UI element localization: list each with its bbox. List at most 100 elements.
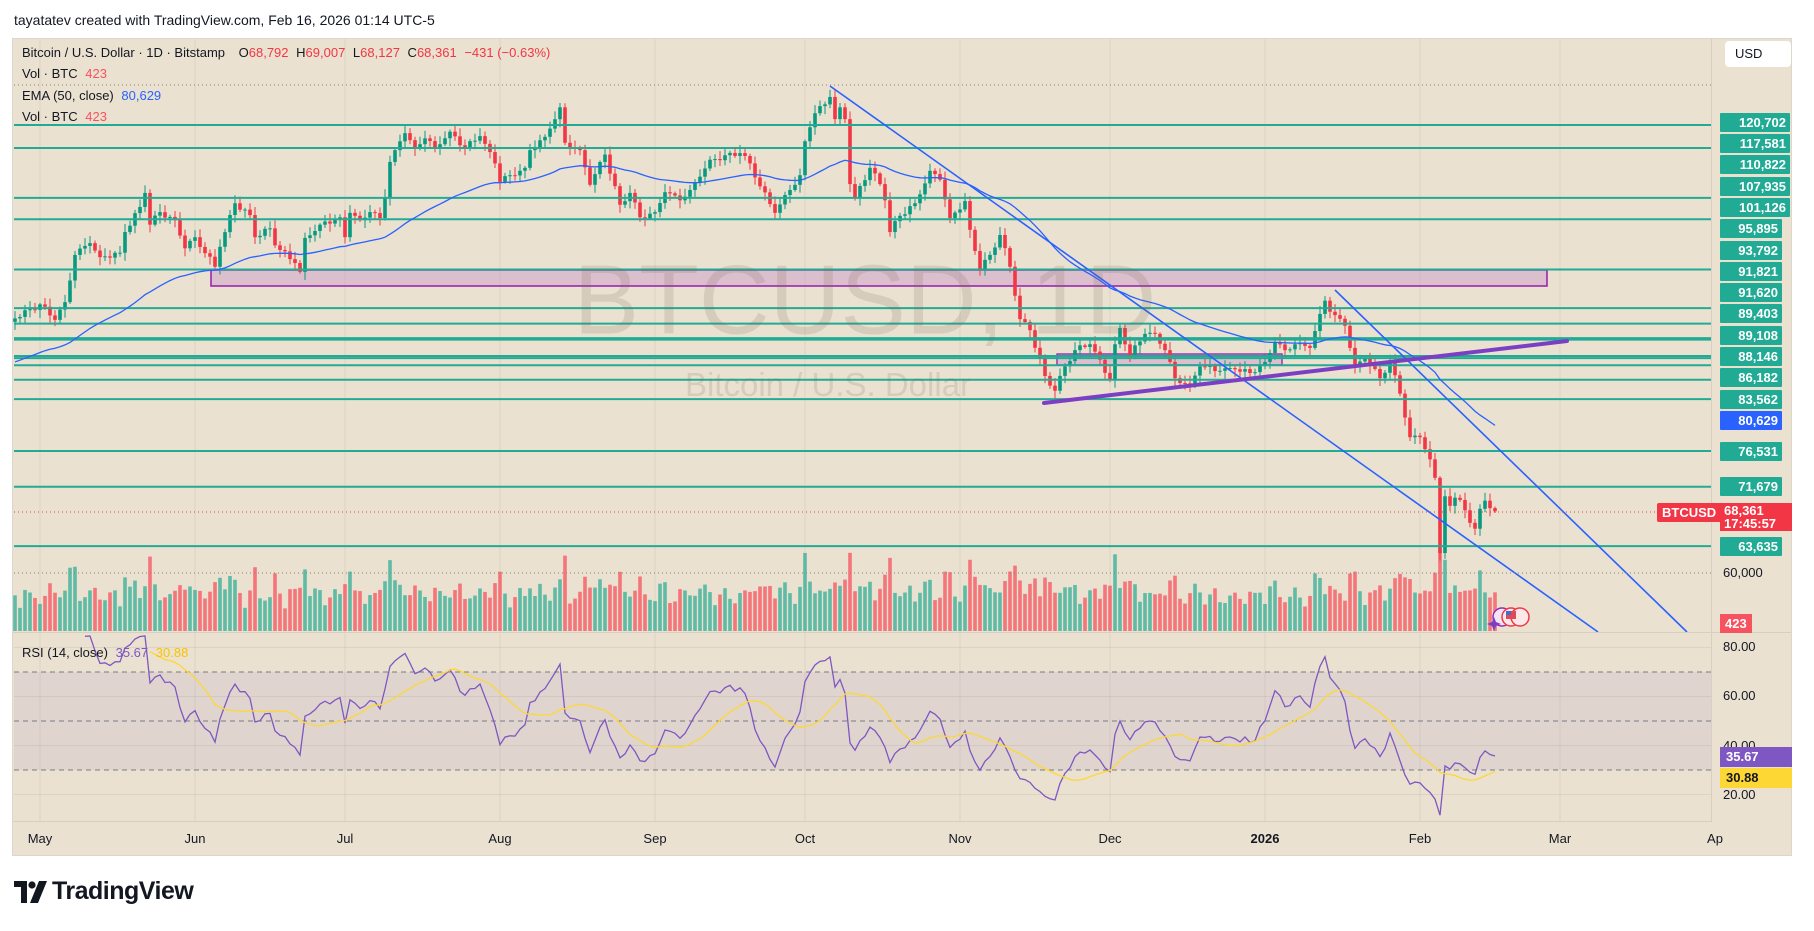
candle-body [1363, 358, 1367, 362]
downtrend-line-secondary[interactable] [1334, 289, 1688, 633]
legend-volume-row[interactable]: Vol · BTC 423 [22, 66, 111, 81]
candle-body [528, 150, 532, 168]
volume-bar [203, 598, 207, 631]
volume-bar [1343, 600, 1347, 631]
ema-line [14, 159, 1496, 426]
currency-button[interactable]: USD [1725, 41, 1791, 67]
candle-body [1123, 327, 1127, 345]
candle-body [443, 138, 447, 145]
rsi-legend[interactable]: RSI (14, close) 35.67 30.88 [22, 645, 192, 660]
candle [1288, 347, 1292, 353]
time-label: Oct [794, 831, 816, 846]
candle [833, 89, 837, 126]
candle-body [583, 150, 587, 168]
level-price-label[interactable]: 91,620 [1720, 283, 1782, 303]
volume-bar [1003, 581, 1007, 631]
candle [878, 171, 882, 186]
candle-body [493, 152, 497, 164]
candle [1173, 356, 1177, 387]
candle-body [733, 152, 737, 156]
support-trendline[interactable] [1042, 339, 1569, 405]
chart-frame[interactable] [12, 38, 1792, 856]
candle-body [178, 220, 182, 236]
level-price-label[interactable]: 71,679 [1720, 477, 1782, 497]
level-price-label[interactable]: 89,108 [1720, 325, 1782, 345]
candle-body [643, 217, 647, 219]
candle-body [1253, 372, 1257, 374]
level-price-label[interactable]: 101,126 [1720, 197, 1790, 217]
volume-bar [118, 606, 122, 631]
level-price-label[interactable]: 76,531 [1720, 441, 1782, 461]
candle [488, 140, 492, 159]
legend-volume-row-2[interactable]: Vol · BTC 423 [22, 109, 111, 124]
volume-bar [1348, 573, 1352, 631]
candle-body [1398, 375, 1402, 394]
volume-bar [573, 598, 577, 631]
volume-bar [128, 586, 132, 631]
candle-body [828, 96, 832, 105]
candle-body [253, 215, 257, 238]
legend-ema-row[interactable]: EMA (50, close) 80,629 [22, 88, 165, 103]
candle-body [1008, 248, 1012, 267]
level-price-label[interactable]: 86,182 [1720, 368, 1782, 388]
level-price-label[interactable]: 83,562 [1720, 389, 1782, 409]
candle-body [858, 185, 862, 199]
candle-body [463, 145, 467, 148]
candle [1418, 432, 1422, 444]
volume-bar [1038, 596, 1042, 631]
time-label: Feb [1408, 831, 1432, 846]
level-price-label[interactable]: 91,821 [1720, 261, 1782, 281]
candle-body [1488, 500, 1492, 509]
volume-bar [833, 582, 837, 631]
candle-body [193, 237, 197, 241]
volume-bar [518, 588, 522, 631]
level-price-label[interactable]: 110,822 [1720, 155, 1790, 175]
candle [568, 134, 572, 156]
candle [1083, 343, 1087, 349]
candle-body [788, 189, 792, 196]
volume-bar [1138, 601, 1142, 631]
candle-body [933, 170, 937, 175]
level-price-label[interactable]: 95,895 [1720, 219, 1782, 239]
candle-body [183, 235, 187, 249]
candle [1473, 518, 1477, 536]
level-price-label[interactable]: 89,403 [1720, 304, 1782, 324]
level-price-label[interactable]: 120,702 [1720, 112, 1790, 132]
volume-bar [23, 589, 27, 631]
event-icons[interactable] [1487, 607, 1530, 631]
volume-bar [1008, 571, 1012, 631]
candle [1203, 358, 1207, 370]
candle-body [248, 209, 252, 216]
level-price-label[interactable]: 117,581 [1720, 134, 1790, 153]
resistance-zone-rectangle[interactable] [210, 269, 1548, 287]
ema-price-label[interactable]: 80,629 [1720, 411, 1782, 431]
downtrend-line-main[interactable] [829, 85, 1599, 633]
candle [643, 209, 647, 227]
legend-symbol-row[interactable]: Bitcoin / U.S. Dollar · 1D · Bitstamp O6… [22, 45, 554, 60]
volume-bar [1263, 603, 1267, 631]
candle [148, 189, 152, 233]
volume-bar [528, 588, 532, 631]
candle [728, 150, 732, 164]
volume-bar [163, 597, 167, 631]
candle [518, 164, 522, 182]
candle [183, 229, 187, 257]
candle-body [413, 140, 417, 148]
candle-body [988, 254, 992, 260]
volume-bar [548, 600, 552, 631]
candle-body [1448, 496, 1452, 506]
candle-body [853, 184, 857, 199]
level-price-label[interactable]: 63,635 [1720, 536, 1782, 556]
level-price-label[interactable]: 107,935 [1720, 176, 1790, 196]
level-price-label[interactable]: 88,146 [1720, 347, 1782, 366]
candle-body [83, 245, 87, 249]
candle [788, 184, 792, 203]
level-price-label[interactable]: 93,792 [1720, 240, 1782, 260]
ema-value: 80,629 [121, 88, 162, 103]
volume-bar [1173, 575, 1177, 631]
candle-body [273, 228, 277, 246]
volume-bar [483, 591, 487, 631]
candle [253, 206, 257, 244]
volume-bar [1438, 550, 1442, 631]
